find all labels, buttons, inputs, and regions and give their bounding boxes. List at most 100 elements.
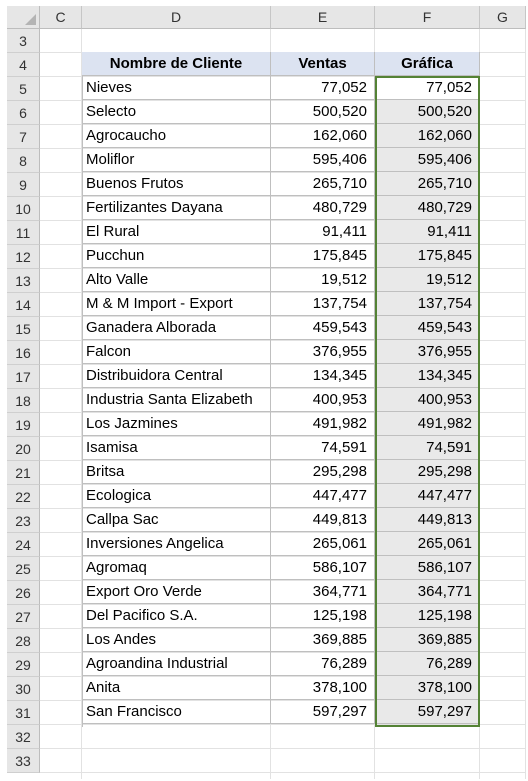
row-header[interactable]: 23 [7, 509, 40, 533]
sales-cell[interactable]: 597,297 [271, 700, 375, 724]
name-cell[interactable]: M & M Import - Export [82, 292, 271, 316]
sales-cell[interactable]: 400,953 [271, 388, 375, 412]
row-header[interactable]: 5 [7, 77, 40, 101]
name-cell[interactable]: Alto Valle [82, 268, 271, 292]
name-cell[interactable]: Fertilizantes Dayana [82, 196, 271, 220]
sales-cell[interactable]: 595,406 [271, 148, 375, 172]
row-header[interactable]: 25 [7, 557, 40, 581]
select-all-corner[interactable] [7, 6, 40, 29]
chart-cell[interactable]: 500,520 [375, 100, 480, 124]
chart-cell[interactable]: 400,953 [375, 388, 480, 412]
name-cell[interactable]: Selecto [82, 100, 271, 124]
chart-cell[interactable]: 480,729 [375, 196, 480, 220]
sales-cell[interactable]: 265,710 [271, 172, 375, 196]
name-cell[interactable]: Ecologica [82, 484, 271, 508]
column-header[interactable]: E [271, 6, 375, 29]
chart-cell[interactable]: 265,710 [375, 172, 480, 196]
row-header[interactable]: 17 [7, 365, 40, 389]
chart-cell[interactable]: 378,100 [375, 676, 480, 700]
name-cell[interactable]: Pucchun [82, 244, 271, 268]
name-cell[interactable]: Agromaq [82, 556, 271, 580]
sales-cell[interactable]: 378,100 [271, 676, 375, 700]
row-header[interactable]: 24 [7, 533, 40, 557]
sales-cell[interactable]: 295,298 [271, 460, 375, 484]
sales-cell[interactable]: 74,591 [271, 436, 375, 460]
column-header[interactable]: D [82, 6, 271, 29]
chart-cell[interactable]: 364,771 [375, 580, 480, 604]
row-header[interactable]: 18 [7, 389, 40, 413]
sales-cell[interactable]: 369,885 [271, 628, 375, 652]
row-header[interactable]: 26 [7, 581, 40, 605]
sales-cell[interactable]: 459,543 [271, 316, 375, 340]
row-header[interactable]: 15 [7, 317, 40, 341]
row-header[interactable]: 10 [7, 197, 40, 221]
chart-cell[interactable]: 125,198 [375, 604, 480, 628]
chart-cell[interactable]: 491,982 [375, 412, 480, 436]
chart-cell[interactable]: 595,406 [375, 148, 480, 172]
chart-cell[interactable]: 369,885 [375, 628, 480, 652]
header-cell-sales[interactable]: Ventas [271, 52, 375, 76]
row-header[interactable]: 8 [7, 149, 40, 173]
chart-cell[interactable]: 74,591 [375, 436, 480, 460]
chart-cell[interactable]: 76,289 [375, 652, 480, 676]
sales-cell[interactable]: 125,198 [271, 604, 375, 628]
chart-cell[interactable]: 77,052 [375, 76, 480, 100]
sales-cell[interactable]: 134,345 [271, 364, 375, 388]
row-header[interactable]: 28 [7, 629, 40, 653]
row-header[interactable]: 3 [7, 29, 40, 53]
sales-cell[interactable]: 364,771 [271, 580, 375, 604]
row-header[interactable]: 30 [7, 677, 40, 701]
row-header[interactable]: 20 [7, 437, 40, 461]
chart-cell[interactable]: 134,345 [375, 364, 480, 388]
header-cell-name[interactable]: Nombre de Cliente [82, 52, 271, 76]
row-header[interactable]: 29 [7, 653, 40, 677]
name-cell[interactable]: Inversiones Angelica [82, 532, 271, 556]
name-cell[interactable]: Nieves [82, 76, 271, 100]
chart-cell[interactable]: 175,845 [375, 244, 480, 268]
row-header[interactable]: 9 [7, 173, 40, 197]
name-cell[interactable]: Export Oro Verde [82, 580, 271, 604]
row-header[interactable]: 31 [7, 701, 40, 725]
chart-cell[interactable]: 449,813 [375, 508, 480, 532]
name-cell[interactable]: Ganadera Alborada [82, 316, 271, 340]
row-header[interactable]: 33 [7, 749, 40, 773]
sales-cell[interactable]: 376,955 [271, 340, 375, 364]
column-header[interactable]: C [40, 6, 82, 29]
name-cell[interactable]: Buenos Frutos [82, 172, 271, 196]
name-cell[interactable]: Callpa Sac [82, 508, 271, 532]
row-header[interactable]: 27 [7, 605, 40, 629]
sales-cell[interactable]: 447,477 [271, 484, 375, 508]
name-cell[interactable]: Moliflor [82, 148, 271, 172]
chart-cell[interactable]: 295,298 [375, 460, 480, 484]
chart-cell[interactable]: 447,477 [375, 484, 480, 508]
row-header[interactable]: 14 [7, 293, 40, 317]
name-cell[interactable]: Industria Santa Elizabeth [82, 388, 271, 412]
sales-cell[interactable]: 586,107 [271, 556, 375, 580]
chart-cell[interactable]: 597,297 [375, 700, 480, 724]
row-header[interactable]: 11 [7, 221, 40, 245]
chart-cell[interactable]: 586,107 [375, 556, 480, 580]
name-cell[interactable]: Los Andes [82, 628, 271, 652]
sales-cell[interactable]: 449,813 [271, 508, 375, 532]
row-header[interactable]: 19 [7, 413, 40, 437]
sales-cell[interactable]: 175,845 [271, 244, 375, 268]
chart-cell[interactable]: 376,955 [375, 340, 480, 364]
sales-cell[interactable]: 500,520 [271, 100, 375, 124]
name-cell[interactable]: Los Jazmines [82, 412, 271, 436]
row-header[interactable]: 6 [7, 101, 40, 125]
chart-cell[interactable]: 265,061 [375, 532, 480, 556]
row-header[interactable]: 22 [7, 485, 40, 509]
chart-cell[interactable]: 459,543 [375, 316, 480, 340]
row-header[interactable]: 21 [7, 461, 40, 485]
row-header[interactable]: 7 [7, 125, 40, 149]
sales-cell[interactable]: 265,061 [271, 532, 375, 556]
name-cell[interactable]: Distribuidora Central [82, 364, 271, 388]
sales-cell[interactable]: 491,982 [271, 412, 375, 436]
name-cell[interactable]: Isamisa [82, 436, 271, 460]
sales-cell[interactable]: 19,512 [271, 268, 375, 292]
chart-cell[interactable]: 19,512 [375, 268, 480, 292]
column-header[interactable]: F [375, 6, 480, 29]
row-header[interactable]: 16 [7, 341, 40, 365]
name-cell[interactable]: El Rural [82, 220, 271, 244]
column-header[interactable]: G [480, 6, 526, 29]
